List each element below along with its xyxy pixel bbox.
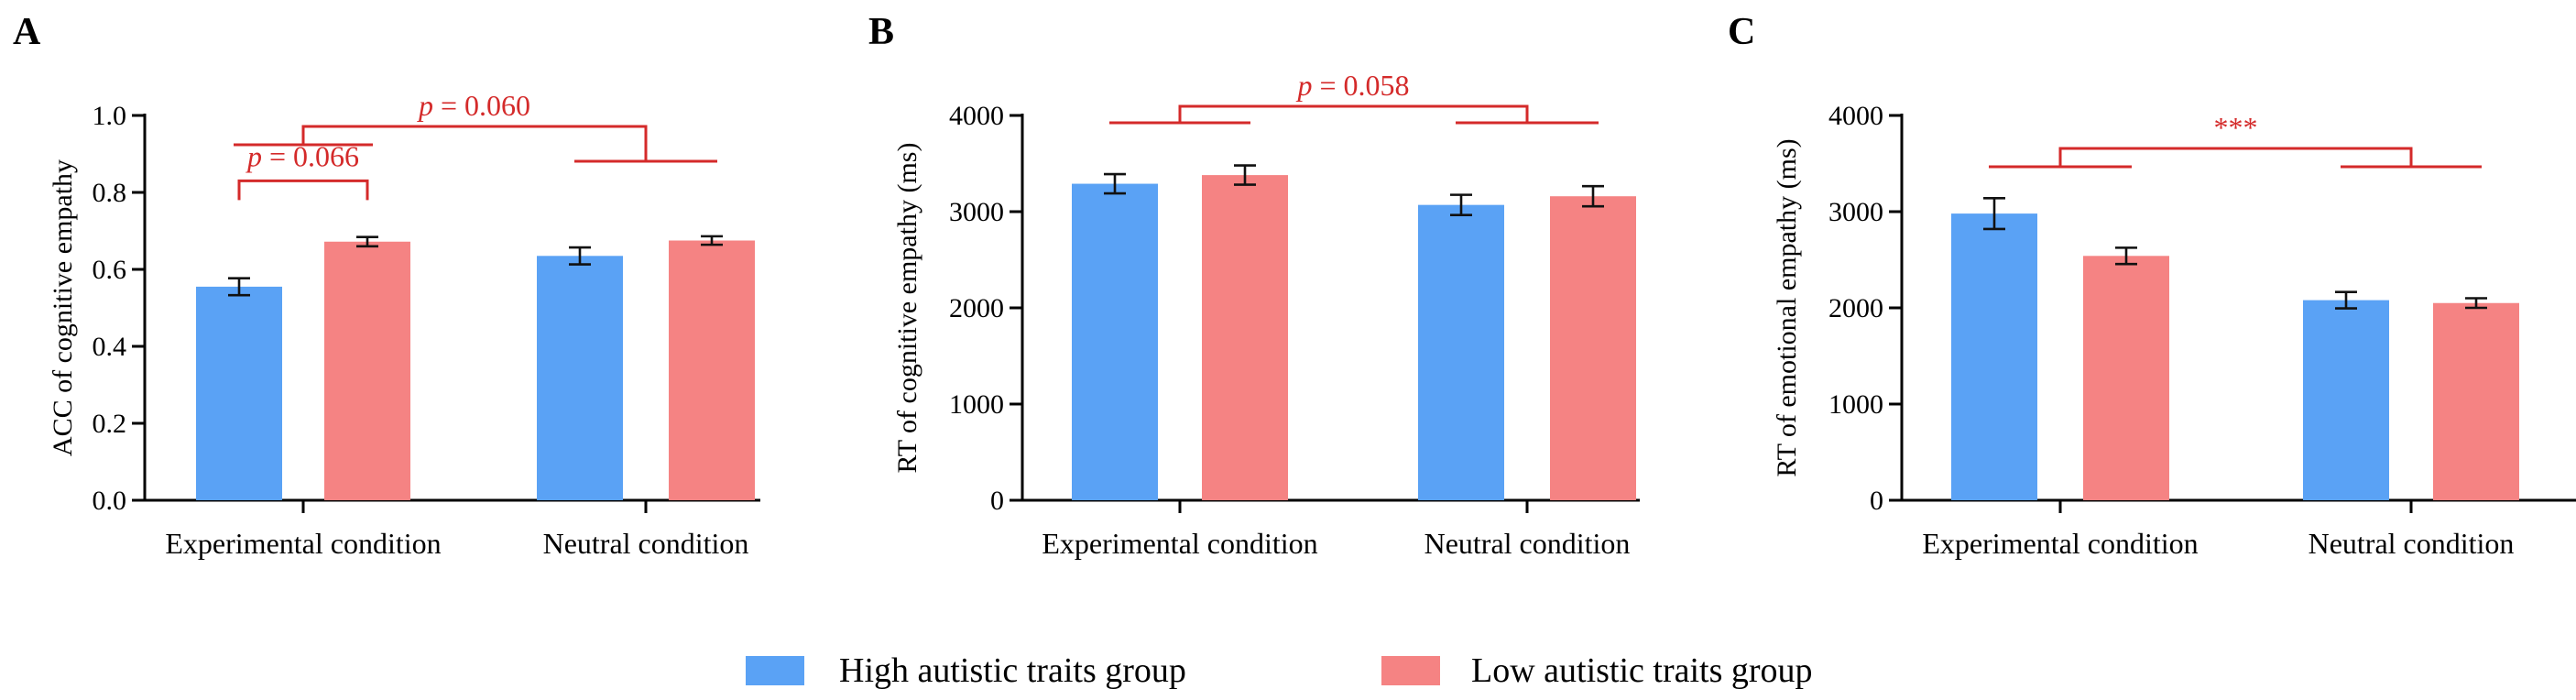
significance-label: *** [2214,111,2258,144]
bar-low-experimental [1202,175,1288,500]
error-bar [1983,197,2005,231]
panel-c: C 0 1000 2000 3000 4000 RT of emotional empath… [1728,11,2576,560]
panel-a: A 0.0 0.2 0.4 0.6 0.8 1.0 ACC of cognitive empa… [13,11,760,560]
significance-label: p = 0.060 [417,89,530,122]
bar-high-experimental [196,286,282,500]
bar-high-experimental [1951,213,2037,500]
significance-annotation: p = 0.066 [237,139,369,201]
y-tick-label: 0.6 [93,255,127,285]
error-bar [1104,172,1126,195]
error-bar [2335,290,2357,310]
y-tick-label: 0.4 [93,332,127,362]
x-category-label: Experimental condition [165,527,441,560]
x-category-label: Experimental condition [1922,527,2198,560]
y-tick-label: 0.8 [93,178,127,208]
error-bar [1450,193,1472,216]
significance-annotation: *** [1989,111,2482,169]
y-tick-label: 0.0 [93,486,127,516]
error-bar [2465,297,2487,310]
y-tick-label: 3000 [1828,197,1883,227]
significance-annotation: p = 0.058 [1109,69,1599,125]
y-axis-title: ACC of cognitive empathy [48,159,78,456]
y-tick-label: 2000 [1828,293,1883,323]
x-category-label: Neutral condition [543,527,749,560]
y-tick-label: 1000 [949,389,1004,420]
x-category-label: Neutral condition [1424,527,1631,560]
error-bar [356,235,378,248]
error-bar [228,277,250,297]
error-bar [1234,164,1256,186]
significance-label: p = 0.058 [1295,69,1409,102]
panel-letter: B [868,11,894,53]
legend-label-low: Low autistic traits group [1471,651,1813,690]
y-tick-label: 0 [1870,486,1883,516]
panel-letter: A [13,11,41,53]
bar-low-neutral [2433,302,2519,500]
error-bar [1582,184,1604,208]
bar-low-experimental [324,241,410,500]
y-axis-title: RT of emotional empathy (ms) [1772,138,1802,476]
bar-high-neutral [1418,204,1504,500]
x-category-label: Experimental condition [1042,527,1317,560]
bar-high-neutral [2303,300,2389,500]
x-category-label: Neutral condition [2309,527,2515,560]
legend-swatch-high [746,656,804,685]
legend-label-high: High autistic traits group [839,651,1186,690]
y-tick-label: 2000 [949,293,1004,323]
error-bar [701,235,723,246]
y-tick-label: 3000 [949,197,1004,227]
y-tick-label: 4000 [949,101,1004,131]
y-tick-label: 1000 [1828,389,1883,420]
panels-group: A 0.0 0.2 0.4 0.6 0.8 1.0 ACC of cognitive empa… [13,11,2576,560]
bar-high-experimental [1072,183,1158,501]
bar-low-experimental [2083,256,2169,500]
y-tick-label: 0.2 [93,409,127,439]
bar-low-neutral [1550,196,1636,500]
y-tick-label: 0 [990,486,1004,516]
legend-swatch-low [1381,656,1440,685]
bar-high-neutral [537,256,623,500]
error-bar [569,246,591,266]
y-axis-title: RT of cognitive empathy (ms) [892,143,922,474]
y-tick-label: 1.0 [93,101,127,131]
panel-letter: C [1728,11,1755,53]
y-tick-label: 4000 [1828,101,1883,131]
legend: High autistic traits group Low autistic … [746,651,1813,690]
significance-annotation: p = 0.060 [234,89,717,163]
error-bar [2115,246,2137,266]
bar-low-neutral [669,240,755,500]
panel-b: B 0 1000 2000 3000 4000 RT of cognitive empath… [868,11,1640,560]
